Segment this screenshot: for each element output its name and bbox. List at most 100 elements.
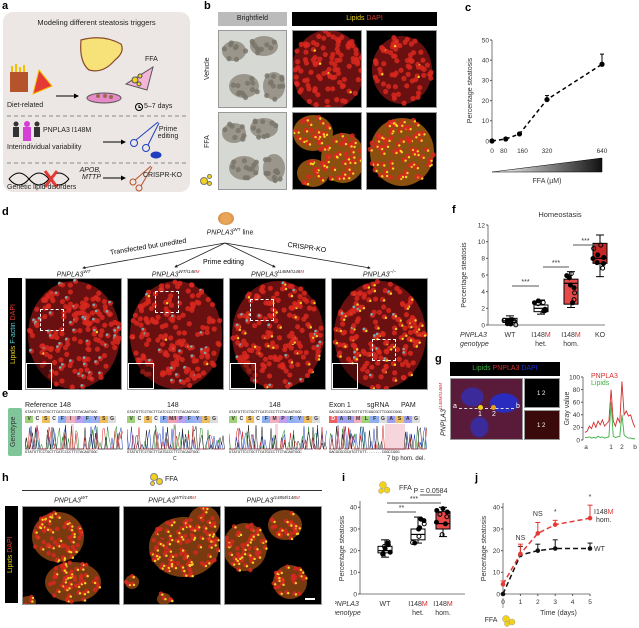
lipid-droplet xyxy=(46,528,50,531)
y-tick-label: 8 xyxy=(481,256,485,263)
amino-acid: A xyxy=(387,416,396,423)
lipid-droplet xyxy=(212,533,216,536)
factin xyxy=(48,334,52,337)
gene-name: PNPLA3 xyxy=(151,271,179,279)
nucleus xyxy=(295,65,301,71)
lipid-droplet xyxy=(171,555,175,558)
nucleus xyxy=(189,370,195,376)
lipid-droplet xyxy=(377,327,380,330)
sequence-block-1: Reference 148 GTATGTTCCTGCTTCATCCCCTTCTAC… xyxy=(25,402,123,462)
lipid-droplet xyxy=(321,179,325,182)
lipid-droplet xyxy=(84,581,87,585)
nucleus xyxy=(265,329,271,336)
lipid-droplet xyxy=(65,571,68,574)
lipid-droplet xyxy=(305,577,308,580)
nucleus xyxy=(318,325,324,331)
nucleus xyxy=(32,544,38,549)
nucleus xyxy=(112,344,118,351)
genotype-strip: Genotype xyxy=(8,408,22,456)
nucleus xyxy=(337,79,343,86)
nucleus xyxy=(180,312,186,318)
nucleus xyxy=(353,51,359,57)
nucleus xyxy=(76,355,82,362)
lipid-droplet xyxy=(297,131,300,134)
lipid-droplet xyxy=(169,550,173,553)
data-point xyxy=(416,526,422,532)
reference-sequence: GTATGTTCCTGCTTCATCCCCTTCTACAGTGGC xyxy=(127,411,200,415)
nucleus xyxy=(280,579,286,584)
lipid-droplet xyxy=(415,345,418,348)
nucleus xyxy=(282,378,288,385)
nucleus xyxy=(298,286,304,292)
factin xyxy=(58,342,61,345)
nucleus xyxy=(43,351,50,357)
reference-sequence: GTATGTTCCTGCTTCATCCCCTTCTACAGTGGC xyxy=(25,411,98,415)
nucleus xyxy=(325,86,331,92)
nucleus xyxy=(428,75,434,81)
lipid-droplet xyxy=(31,600,34,603)
lipid-droplet xyxy=(198,526,201,529)
nucleus xyxy=(240,542,245,548)
nucleus xyxy=(303,349,309,356)
lipid-droplet xyxy=(381,175,384,178)
y-tick-label: 30 xyxy=(482,78,490,85)
nucleus xyxy=(191,358,197,364)
nucleus xyxy=(226,56,232,62)
factin xyxy=(267,323,270,327)
nucleus xyxy=(261,364,267,370)
lipid-droplet xyxy=(167,530,170,534)
data-point xyxy=(385,542,391,548)
nucleus xyxy=(77,328,83,334)
micrograph xyxy=(23,510,102,604)
micrograph xyxy=(293,114,361,187)
nucleus xyxy=(175,354,181,360)
nucleus xyxy=(54,334,60,341)
factin xyxy=(375,347,378,350)
nucleus xyxy=(293,80,300,86)
category-mutant: M xyxy=(545,332,551,339)
lipid-droplet xyxy=(327,160,330,164)
nucleus xyxy=(282,343,289,349)
lipid-droplet xyxy=(72,541,75,544)
nucleus xyxy=(264,133,271,139)
nucleus xyxy=(364,368,371,375)
lipid-droplet xyxy=(168,543,172,546)
nucleus xyxy=(388,50,394,56)
lipid-droplet xyxy=(294,581,298,585)
nucleus xyxy=(155,314,161,320)
data-point xyxy=(535,298,541,304)
factin xyxy=(318,340,322,344)
nucleus xyxy=(212,538,217,544)
nucleus xyxy=(287,283,293,289)
category-sublabel: hom. xyxy=(435,610,451,617)
nucleus xyxy=(48,581,53,587)
factin xyxy=(368,373,372,377)
nucleus xyxy=(275,297,281,303)
x-tick-label: 0 xyxy=(490,148,494,155)
nucleus xyxy=(313,102,319,107)
lipids-ffa-image xyxy=(292,112,362,190)
lipid-droplet xyxy=(290,537,294,541)
amino-acid: F xyxy=(287,416,296,423)
lipid-droplet xyxy=(171,599,174,603)
nucleus xyxy=(210,516,215,521)
genotype-sup: WT xyxy=(83,269,90,274)
h-ffa-header: FFA xyxy=(150,473,210,487)
amino-acid: G xyxy=(378,416,388,423)
nucleus xyxy=(339,34,345,40)
lipid-droplet xyxy=(83,599,87,602)
nucleus xyxy=(53,370,59,376)
d-organoid-image-4 xyxy=(331,278,428,390)
lipid-droplet xyxy=(211,535,215,538)
nucleus xyxy=(286,312,293,318)
lipid-droplet xyxy=(382,299,386,302)
lipid-droplet xyxy=(354,141,357,145)
lipid-droplet xyxy=(238,328,242,332)
y-tick-label: 0 xyxy=(576,437,580,444)
nucleus xyxy=(144,331,150,338)
factin xyxy=(69,320,72,324)
nucleus xyxy=(172,279,178,285)
amino-acid: Y xyxy=(295,416,304,423)
ffa-row-label: FFA xyxy=(204,135,211,149)
